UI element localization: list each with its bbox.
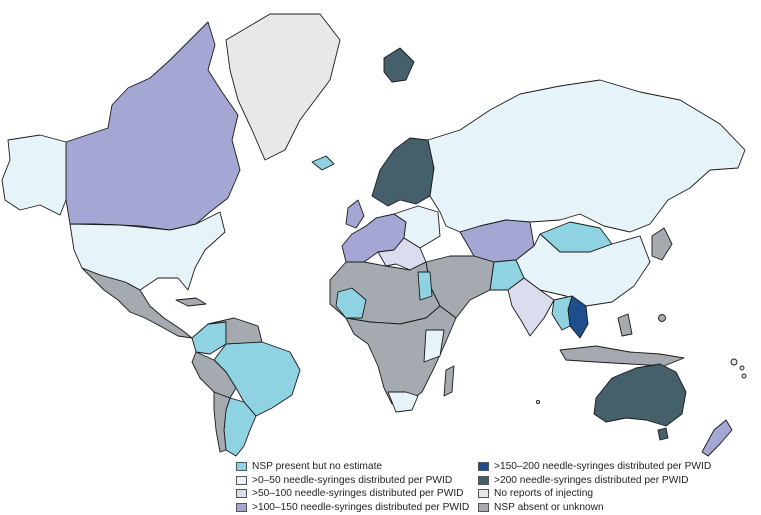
region-tasmania xyxy=(657,427,669,441)
legend-right-column: >150–200 needle-syringes distributed per… xyxy=(478,460,711,514)
legend-item: >50–100 needle-syringes distributed per … xyxy=(236,487,469,501)
legend-item: >100–150 needle-syringes distributed per… xyxy=(236,501,469,515)
legend-label: >50–100 needle-syringes distributed per … xyxy=(252,488,464,500)
legend-swatch xyxy=(478,489,489,499)
region-se-asia xyxy=(551,295,573,331)
region-island xyxy=(741,373,747,379)
legend-item: NSP present but no estimate xyxy=(236,460,469,474)
legend-label: NSP present but no estimate xyxy=(252,461,383,473)
legend-item: >200 needle-syringes distributed per PWI… xyxy=(478,474,711,488)
region-island xyxy=(739,365,745,371)
legend-item: NSP absent or unknown xyxy=(478,501,711,515)
region-australia xyxy=(593,363,687,427)
region-nordics xyxy=(371,137,435,207)
region-japan xyxy=(651,227,673,261)
legend-label: NSP absent or unknown xyxy=(494,501,604,513)
legend-swatch xyxy=(236,475,247,485)
region-egypt xyxy=(417,271,433,301)
region-new-zealand xyxy=(701,419,733,457)
legend-left-column: NSP present but no estimate >0–50 needle… xyxy=(236,460,469,514)
region-chile xyxy=(213,391,231,453)
legend-swatch xyxy=(478,502,489,512)
legend-label: >100–150 needle-syringes distributed per… xyxy=(252,501,470,513)
region-philippines xyxy=(617,313,633,337)
region-uk xyxy=(345,199,365,229)
legend-swatch xyxy=(236,462,247,472)
legend-swatch xyxy=(236,502,247,512)
region-west-africa xyxy=(335,287,367,319)
legend-label: >200 needle-syringes distributed per PWI… xyxy=(494,474,689,486)
legend-item: No reports of injecting xyxy=(478,487,711,501)
legend-swatch xyxy=(478,462,489,472)
legend-item: >150–200 needle-syringes distributed per… xyxy=(478,460,711,474)
region-indonesia xyxy=(559,345,685,367)
legend-swatch xyxy=(236,489,247,499)
region-canada xyxy=(65,21,241,231)
region-india xyxy=(507,277,555,337)
legend-swatch xyxy=(478,475,489,485)
region-russia xyxy=(427,79,746,233)
region-east-africa xyxy=(423,329,445,363)
legend-label: >150–200 needle-syringes distributed per… xyxy=(494,461,712,473)
region-caribbean xyxy=(175,297,207,307)
world-choropleth-map xyxy=(1,13,747,457)
region-island xyxy=(730,358,738,366)
legend-label: >0–50 needle-syringes distributed per PW… xyxy=(252,474,453,486)
region-island xyxy=(658,314,666,322)
region-china xyxy=(515,233,651,307)
map-legend: NSP present but no estimate >0–50 needle… xyxy=(236,460,756,514)
region-central-europe xyxy=(393,205,441,249)
legend-label: No reports of injecting xyxy=(494,488,594,500)
legend-item: >0–50 needle-syringes distributed per PW… xyxy=(236,474,469,488)
region-madagascar xyxy=(443,365,455,397)
region-alaska xyxy=(1,134,67,216)
region-south-africa xyxy=(387,391,419,413)
region-island xyxy=(535,399,541,405)
region-colombia xyxy=(191,321,227,355)
region-greenland xyxy=(225,13,341,161)
region-iceland xyxy=(311,155,335,171)
region-svalbard xyxy=(383,47,415,83)
